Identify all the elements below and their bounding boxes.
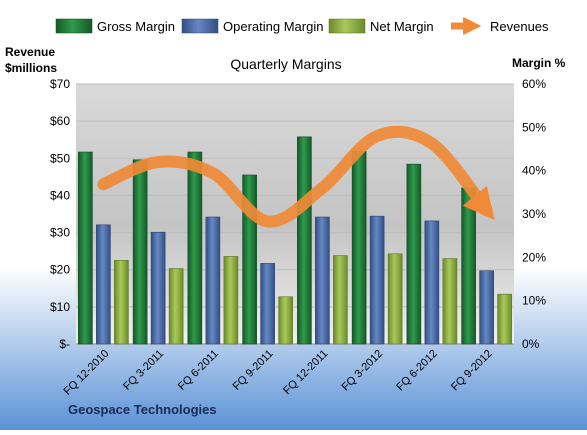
- chart-title: Quarterly Margins: [230, 56, 341, 72]
- legend-swatch-net: [328, 18, 366, 34]
- bar-gross-margin: [461, 187, 476, 345]
- footer-company: Geospace Technologies: [68, 402, 217, 417]
- right-tick-label: 40%: [522, 164, 546, 178]
- bar-operating-margin: [315, 216, 330, 345]
- right-tick-label: 60%: [522, 77, 546, 91]
- bar-net-margin: [114, 260, 129, 345]
- right-tick-label: 0%: [522, 337, 540, 351]
- legend: Gross Margin Operating Margin Net Margin…: [55, 16, 549, 36]
- bar-net-margin: [442, 258, 458, 345]
- bar-net-margin: [333, 255, 348, 345]
- right-tick-label: 30%: [522, 207, 546, 221]
- legend-swatch-gross: [55, 18, 93, 34]
- bar-operating-margin: [369, 215, 385, 345]
- left-tick-label: $30: [50, 226, 70, 240]
- right-tick-label: 50%: [522, 120, 546, 134]
- legend-label-gross: Gross Margin: [97, 19, 175, 34]
- bar-gross-margin: [78, 151, 93, 345]
- left-tick-labels: $- $10 $20 $30 $40 $50 $60 $70: [50, 77, 70, 351]
- revenue-line-layer: [97, 125, 495, 228]
- legend-label-net: Net Margin: [370, 19, 434, 34]
- left-tick-label: $40: [50, 188, 70, 202]
- bar-gross-margin: [132, 159, 148, 345]
- bar-operating-margin: [150, 231, 166, 345]
- bar-operating-margin: [424, 220, 440, 345]
- left-tick-label: $-: [59, 337, 70, 351]
- left-axis-label-line2: $millions: [5, 61, 57, 75]
- right-tick-label: 10%: [522, 294, 546, 308]
- bar-operating-margin: [96, 224, 111, 345]
- right-tick-labels: 0% 10% 20% 30% 40% 50% 60%: [522, 77, 546, 351]
- bar-operating-margin: [260, 263, 275, 345]
- left-tick-label: $70: [50, 77, 70, 91]
- bar-net-margin: [278, 296, 293, 345]
- legend-label-operating: Operating Margin: [223, 19, 323, 34]
- bar-net-margin: [223, 256, 239, 345]
- bar-net-margin: [497, 293, 512, 345]
- bar-operating-margin: [479, 270, 494, 345]
- bar-net-margin: [387, 253, 403, 345]
- bar-gross-margin: [187, 151, 203, 345]
- legend-swatch-operating: [181, 18, 219, 34]
- bar-gross-margin: [297, 136, 312, 345]
- bar-gross-margin: [351, 150, 367, 345]
- right-tick-label: 20%: [522, 250, 546, 264]
- left-tick-label: $20: [50, 263, 70, 277]
- left-tick-label: $50: [50, 151, 70, 165]
- revenue-line: [97, 125, 495, 228]
- bar-net-margin: [168, 268, 184, 345]
- bar-operating-margin: [205, 216, 221, 345]
- left-axis-label-line1: Revenue: [5, 45, 55, 59]
- bar-gross-margin: [406, 163, 422, 345]
- left-tick-label: $60: [50, 114, 70, 128]
- left-tick-label: $10: [50, 300, 70, 314]
- legend-label-revenues: Revenues: [490, 19, 549, 34]
- bars-layer: [78, 136, 512, 345]
- right-axis-label: Margin %: [512, 56, 566, 70]
